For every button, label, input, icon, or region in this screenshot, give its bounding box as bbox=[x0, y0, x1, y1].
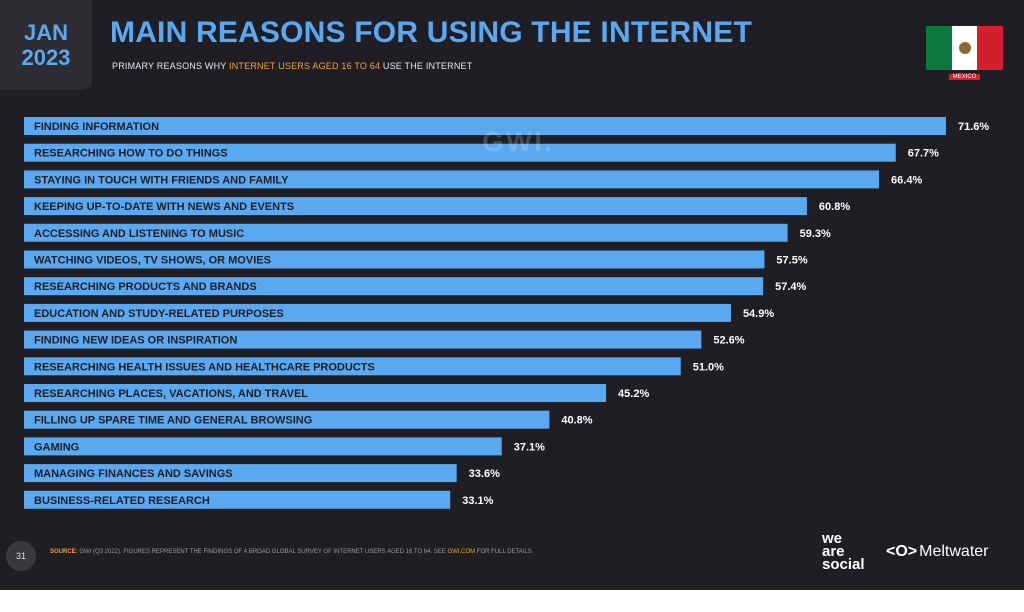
source-note: SOURCE: GWI (Q3 2022). FIGURES REPRESENT… bbox=[50, 549, 533, 555]
bar bbox=[24, 143, 896, 162]
bar-category-label: GAMING bbox=[34, 441, 79, 453]
bar-category-label: EDUCATION AND STUDY-RELATED PURPOSES bbox=[34, 308, 284, 320]
bar bbox=[24, 197, 807, 216]
bar bbox=[24, 490, 451, 509]
source-text: GWI (Q3 2022). FIGURES REPRESENT THE FIN… bbox=[77, 549, 448, 555]
bar bbox=[24, 250, 765, 269]
bar-category-label: MANAGING FINANCES AND SAVINGS bbox=[34, 468, 233, 480]
page-title: MAIN REASONS FOR USING THE INTERNET bbox=[110, 16, 753, 49]
bar-value-label: 59.3% bbox=[800, 228, 831, 240]
date-badge: JAN 2023 bbox=[0, 0, 92, 90]
bar-value-label: 66.4% bbox=[891, 174, 922, 186]
bar-category-label: RESEARCHING HEALTH ISSUES AND HEALTHCARE… bbox=[34, 361, 375, 373]
we-are-social-logo: we are social bbox=[822, 530, 865, 573]
meltwater-icon: <O> bbox=[886, 543, 918, 560]
bar bbox=[24, 170, 880, 189]
bar bbox=[24, 464, 457, 483]
bar-category-label: FINDING INFORMATION bbox=[34, 121, 159, 133]
source-link[interactable]: GWI.COM bbox=[447, 549, 476, 555]
bar-category-label: RESEARCHING PRODUCTS AND BRANDS bbox=[34, 281, 257, 293]
slide: JAN 2023 MAIN REASONS FOR USING THE INTE… bbox=[0, 0, 1024, 590]
bar-value-label: 67.7% bbox=[908, 148, 939, 160]
bar-value-label: 33.1% bbox=[462, 495, 493, 507]
mexico-flag-icon bbox=[926, 26, 1004, 70]
meltwater-logo: <O> Meltwater bbox=[886, 543, 989, 560]
bar-value-label: 40.8% bbox=[561, 415, 592, 427]
date-year: 2023 bbox=[21, 44, 71, 70]
bar-value-label: 52.6% bbox=[713, 335, 744, 347]
bar-chart: FINDING INFORMATION 71.6% RESEARCHING HOW … bbox=[24, 117, 989, 509]
bar-value-label: 71.6% bbox=[958, 121, 989, 133]
bar bbox=[24, 277, 764, 296]
bar-value-label: 57.5% bbox=[776, 255, 807, 267]
bar-category-label: WATCHING VIDEOS, TV SHOWS, OR MOVIES bbox=[34, 255, 271, 267]
bar bbox=[24, 437, 502, 456]
bar-category-label: ACCESSING AND LISTENING TO MUSIC bbox=[34, 228, 244, 240]
bar-value-label: 45.2% bbox=[618, 388, 649, 400]
country-flag: MEXICO bbox=[926, 26, 1004, 82]
bar-value-label: 33.6% bbox=[469, 468, 500, 480]
bar bbox=[24, 223, 788, 242]
gwi-watermark: GWI. bbox=[482, 126, 554, 157]
bar-category-label: FILLING UP SPARE TIME AND GENERAL BROWSI… bbox=[34, 415, 312, 427]
source-tail: FOR FULL DETAILS. bbox=[475, 549, 534, 555]
bar-category-label: FINDING NEW IDEAS OR INSPIRATION bbox=[34, 335, 237, 347]
subtitle-pre: PRIMARY REASONS WHY bbox=[112, 61, 230, 71]
page-subtitle: PRIMARY REASONS WHY INTERNET USERS AGED … bbox=[112, 61, 472, 71]
source-label: SOURCE: bbox=[50, 549, 78, 555]
bar-category-label: STAYING IN TOUCH WITH FRIENDS AND FAMILY bbox=[34, 174, 289, 186]
date-month: JAN bbox=[23, 19, 68, 45]
subtitle-post: USE THE INTERNET bbox=[380, 61, 473, 71]
country-label: MEXICO bbox=[926, 73, 1003, 82]
bar bbox=[24, 330, 702, 349]
bar bbox=[24, 384, 607, 402]
bar-category-label: RESEARCHING PLACES, VACATIONS, AND TRAVE… bbox=[34, 388, 308, 400]
bar-value-label: 37.1% bbox=[514, 441, 545, 453]
bar-value-label: 57.4% bbox=[775, 281, 806, 293]
bar-value-label: 51.0% bbox=[693, 361, 724, 373]
eagle-emblem-icon bbox=[958, 42, 971, 54]
subtitle-highlight: INTERNET USERS AGED 16 TO 64 bbox=[229, 61, 381, 71]
bar-category-label: KEEPING UP-TO-DATE WITH NEWS AND EVENTS bbox=[34, 201, 294, 213]
bar-value-label: 54.9% bbox=[743, 308, 774, 320]
bar-category-label: BUSINESS-RELATED RESEARCH bbox=[34, 495, 210, 507]
bar-category-label: RESEARCHING HOW TO DO THINGS bbox=[34, 148, 228, 160]
bar bbox=[24, 117, 946, 135]
bar-value-label: 60.8% bbox=[819, 201, 850, 213]
page-number: 31 bbox=[6, 541, 36, 571]
bar bbox=[24, 410, 550, 429]
bar bbox=[24, 357, 681, 376]
bar bbox=[24, 303, 731, 322]
